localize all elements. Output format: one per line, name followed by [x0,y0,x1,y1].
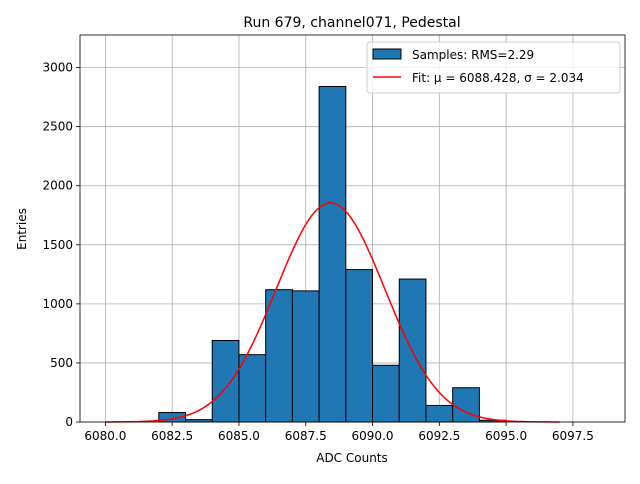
histogram-bar-11 [452,387,480,423]
fit-curve-layer [105,202,560,423]
y-tick-label-1: 500 [50,356,73,370]
y-tick-label-2: 1000 [42,297,73,311]
histogram-bar-3 [238,354,267,423]
histogram-bar-5 [291,290,320,423]
legend-samples-label: Samples: RMS=2.29 [412,48,534,62]
y-tick-label-6: 3000 [42,61,73,75]
x-tick-label-1: 6082.5 [151,429,193,443]
x-tick-label-0: 6080.0 [84,429,126,443]
x-tick-label-7: 6097.5 [552,429,594,443]
histogram-bar-8 [372,364,400,423]
histogram-bar-4 [265,289,293,423]
histogram-bar-2 [211,339,240,423]
chart-title: Run 679, channel071, Pedestal [243,15,460,31]
y-tick-label-4: 2000 [42,179,73,193]
y-axis-label: Entries [15,208,29,250]
legend: Samples: RMS=2.29 Fit: μ = 6088.428, σ =… [366,41,621,94]
legend-fit-label: Fit: μ = 6088.428, σ = 2.034 [412,71,584,85]
y-tick-label-5: 2500 [42,120,73,134]
legend-box [366,41,621,94]
x-tick-label-2: 6085.0 [218,429,260,443]
x-tick-label-3: 6087.5 [285,429,327,443]
plot-frame [79,34,626,423]
axis-ticks: 6080.0 6082.5 6085.0 6087.5 6090.0 6092.5 6095… [42,61,593,443]
x-axis-label: ADC Counts [316,451,388,465]
legend-samples-patch [372,48,402,60]
x-tick-label-6: 6095.0 [485,429,527,443]
fit-curve [105,202,560,423]
histogram-bar-10 [425,404,454,423]
y-tick-label-3: 1500 [42,238,73,252]
x-tick-label-5: 6092.5 [418,429,460,443]
y-tick-label-0: 0 [65,415,73,429]
histogram-bar-7 [345,269,374,423]
histogram-bar-6 [318,86,347,423]
x-tick-label-4: 6090.0 [352,429,394,443]
histogram-bars [158,86,507,423]
